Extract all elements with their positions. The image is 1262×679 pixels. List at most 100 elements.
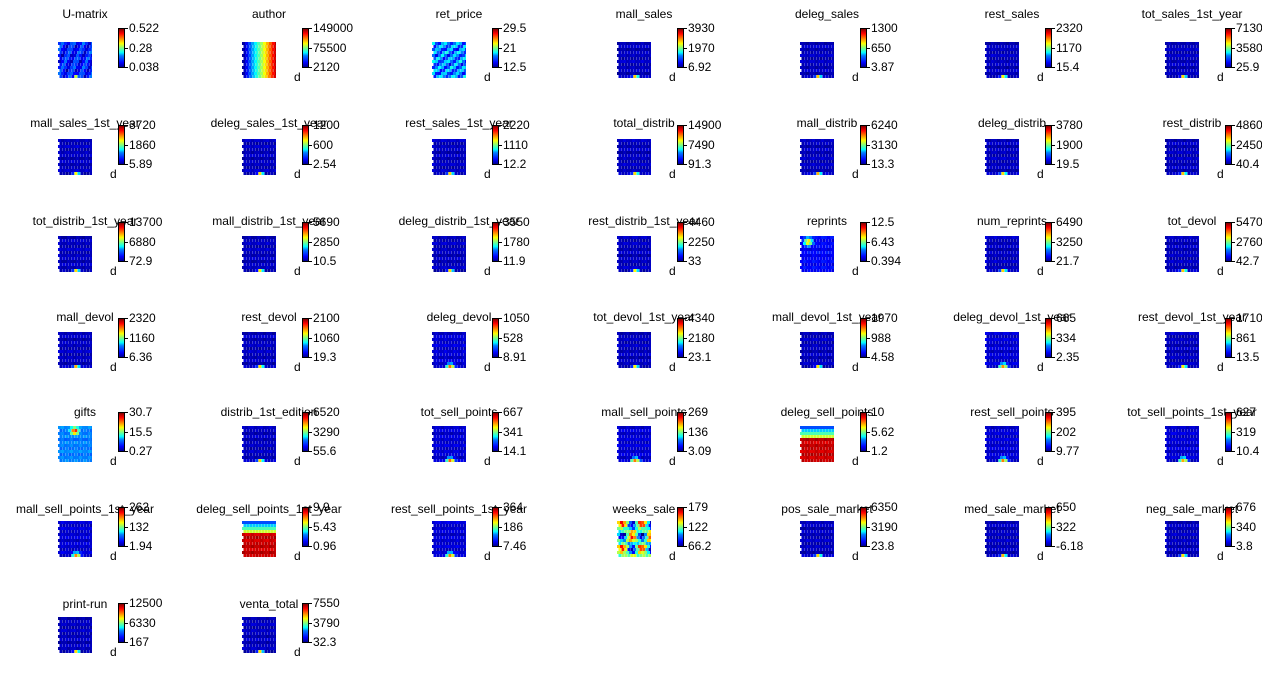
plane-title: tot_sell_points — [420, 405, 498, 419]
plane-title: pos_sale_market — [781, 502, 873, 516]
colorbar — [1225, 507, 1232, 547]
colorbar-tick-label: 0.28 — [129, 40, 153, 55]
colorbar-tick-label: 2.35 — [1056, 350, 1080, 364]
colorbar-tick-mark — [684, 144, 687, 146]
colorbar-tick-label: 15.4 — [1056, 60, 1080, 74]
colorbar-tick-mark — [1052, 67, 1055, 68]
colorbar — [1045, 412, 1052, 452]
component-plane-heatmap — [617, 236, 651, 272]
colorbar-tick-label: 2850 — [313, 234, 340, 249]
colorbar-tick-mark — [125, 642, 128, 643]
colorbar-tick-label: 13.5 — [1236, 350, 1260, 364]
plane-title: deleg_devol — [426, 310, 492, 324]
colorbar-tick-label: 6330 — [129, 615, 156, 630]
colorbar-tick-mark — [684, 222, 687, 223]
colorbar-tick-mark — [867, 125, 870, 126]
component-plane-heatmap — [1165, 426, 1199, 462]
colorbar-tick-label: 2320 — [129, 311, 156, 325]
colorbar-tick-label: 600 — [313, 137, 334, 152]
denormalized-label: d — [484, 549, 491, 563]
plane-title: rest_distrib_1st_year — [588, 214, 700, 228]
colorbar-tick-label: 167 — [129, 635, 150, 649]
denormalized-label: d — [1037, 360, 1044, 374]
colorbar-tick-mark — [125, 47, 128, 49]
colorbar-tick-mark — [1232, 241, 1235, 243]
colorbar-tick-label: 19.3 — [313, 350, 337, 364]
colorbar-tick-label: 2250 — [688, 234, 715, 249]
denormalized-label: d — [294, 360, 301, 374]
denormalized-label: d — [1217, 264, 1224, 278]
plane-title: num_reprints — [976, 214, 1048, 228]
denormalized-label: d — [1217, 70, 1224, 84]
colorbar-tick-label: 19.5 — [1056, 157, 1080, 171]
colorbar — [860, 318, 867, 358]
colorbar-tick-mark — [684, 451, 687, 452]
colorbar-tick-label: 66.2 — [688, 539, 712, 553]
colorbar-tick-label: 10.5 — [313, 254, 337, 268]
colorbar-tick-label: 12.2 — [503, 157, 527, 171]
colorbar-tick-label: 6.36 — [129, 350, 153, 364]
colorbar-tick-label: 8.91 — [503, 350, 527, 364]
denormalized-label: d — [110, 645, 117, 659]
colorbar-tick-label: 12500 — [129, 596, 163, 610]
colorbar-tick-mark — [309, 47, 312, 49]
colorbar-tick-label: -6.18 — [1056, 539, 1084, 553]
colorbar-tick-mark — [125, 144, 128, 146]
colorbar-tick-label: 5.43 — [313, 519, 337, 534]
colorbar-tick-label: 269 — [688, 405, 709, 419]
colorbar-tick-mark — [1052, 337, 1055, 339]
colorbar-tick-mark — [309, 337, 312, 339]
plane-title: tot_sales_1st_year — [1141, 7, 1243, 21]
plane-title: rest_sales — [984, 7, 1040, 21]
component-plane-heatmap — [985, 332, 1019, 368]
component-plane-heatmap — [242, 332, 276, 368]
colorbar-tick-label: 5470 — [1236, 215, 1262, 229]
colorbar — [860, 222, 867, 262]
colorbar-tick-mark — [1232, 546, 1235, 547]
colorbar-tick-label: 40.4 — [1236, 157, 1260, 171]
colorbar-tick-mark — [125, 67, 128, 68]
colorbar-tick-label: 21.7 — [1056, 254, 1080, 268]
denormalized-label: d — [1217, 454, 1224, 468]
colorbar-tick-mark — [125, 164, 128, 165]
denormalized-label: d — [1037, 70, 1044, 84]
component-plane-heatmap — [617, 42, 651, 78]
colorbar-tick-label: 4.58 — [871, 350, 895, 364]
colorbar-tick-label: 1710 — [1236, 311, 1262, 325]
colorbar — [1045, 222, 1052, 262]
colorbar-tick-mark — [1052, 546, 1055, 547]
colorbar-tick-label: 3930 — [688, 21, 715, 35]
plane-title: med_sale_market — [964, 502, 1060, 516]
colorbar-tick-mark — [1052, 526, 1055, 528]
component-plane-heatmap — [985, 426, 1019, 462]
colorbar-tick-mark — [1232, 164, 1235, 165]
colorbar-tick-mark — [867, 412, 870, 413]
colorbar-tick-label: 5.89 — [129, 157, 153, 171]
colorbar-tick-mark — [309, 546, 312, 547]
colorbar-tick-label: 676 — [1236, 500, 1257, 514]
colorbar-tick-mark — [309, 125, 312, 126]
colorbar-tick-mark — [125, 526, 128, 528]
denormalized-label: d — [110, 360, 117, 374]
colorbar-tick-label: 3580 — [1236, 40, 1262, 55]
colorbar-tick-mark — [1052, 47, 1055, 49]
component-plane-heatmap — [1165, 521, 1199, 557]
colorbar-tick-mark — [125, 241, 128, 243]
denormalized-label: d — [484, 70, 491, 84]
colorbar-tick-label: 7490 — [688, 137, 715, 152]
denormalized-label: d — [484, 454, 491, 468]
colorbar-tick-label: 0.96 — [313, 539, 337, 553]
colorbar-tick-label: 2120 — [313, 60, 340, 74]
colorbar-tick-label: 202 — [1056, 424, 1077, 439]
colorbar — [1225, 222, 1232, 262]
colorbar-tick-mark — [684, 318, 687, 319]
colorbar-tick-mark — [867, 507, 870, 508]
component-plane-heatmap — [617, 521, 651, 557]
component-plane-heatmap — [432, 426, 466, 462]
colorbar-tick-label: 1.94 — [129, 539, 153, 553]
colorbar — [492, 125, 499, 165]
colorbar-tick-mark — [684, 507, 687, 508]
colorbar — [860, 412, 867, 452]
colorbar-tick-label: 395 — [1056, 405, 1077, 419]
colorbar-tick-label: 3250 — [1056, 234, 1083, 249]
